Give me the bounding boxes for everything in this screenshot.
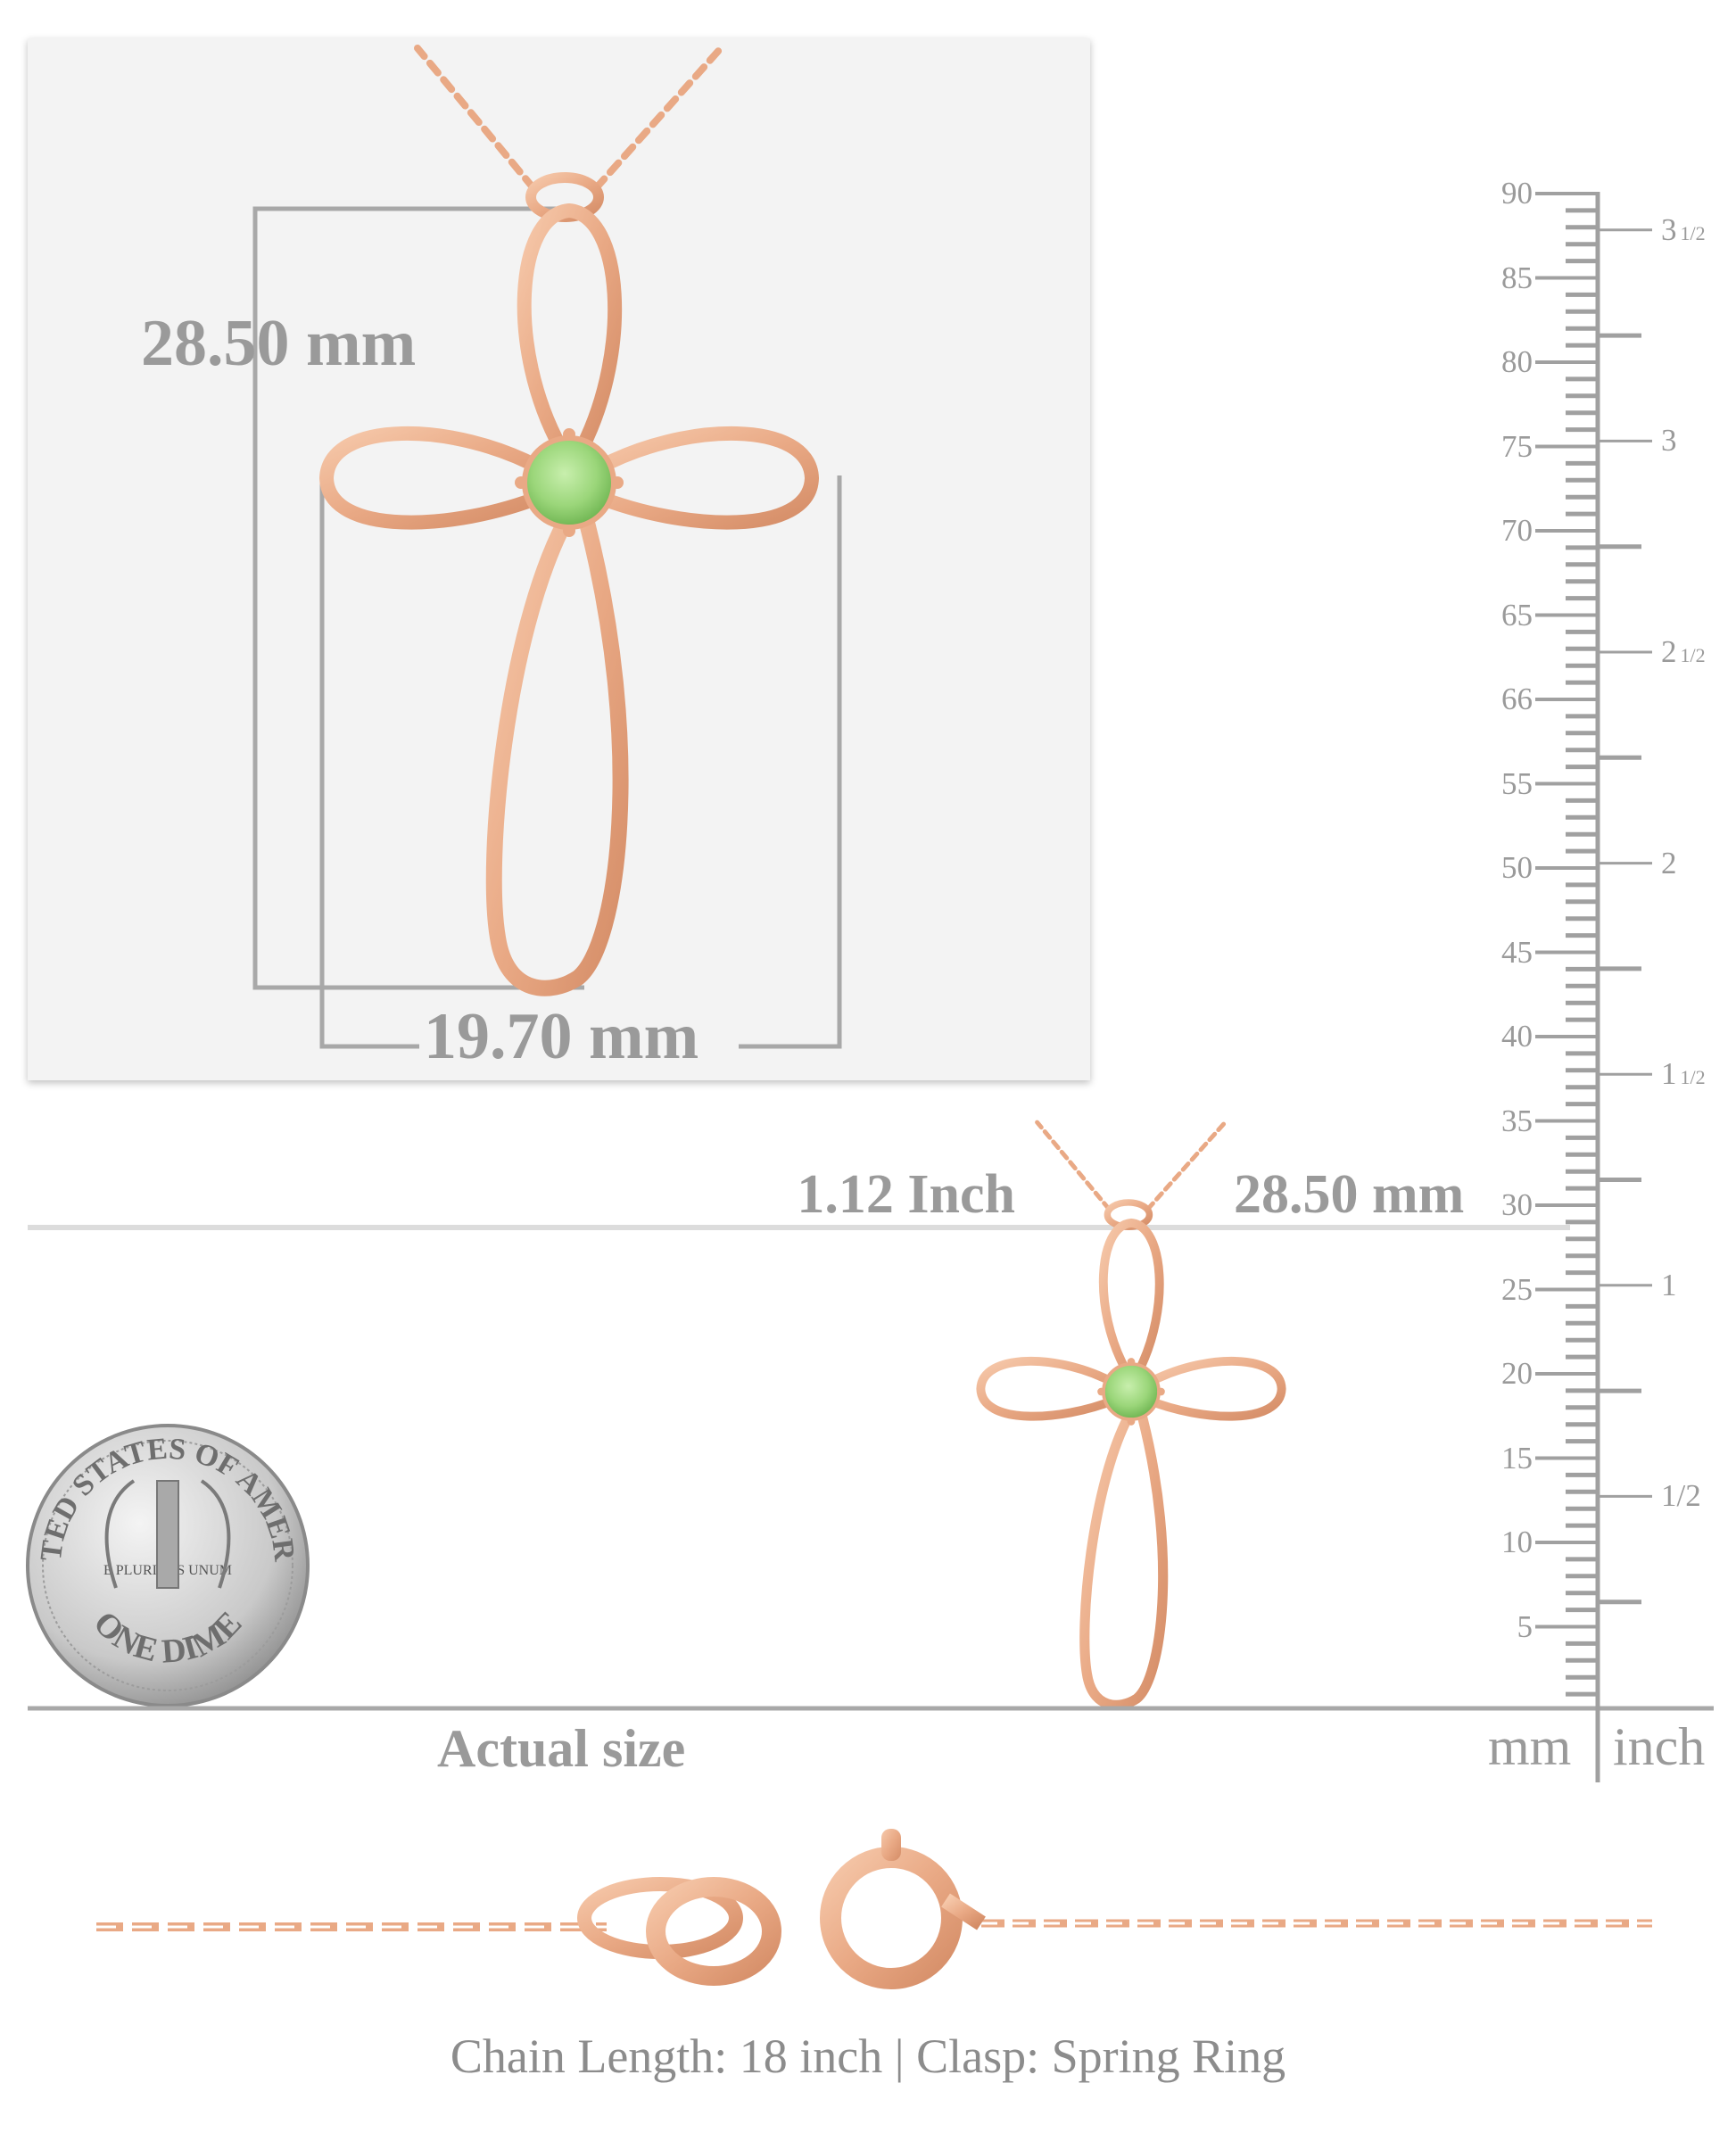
inch-label: 3 — [1661, 425, 1681, 456]
actual-height-mm-label: 28.50 mm — [1234, 1164, 1465, 1225]
mm-label: 85 — [1501, 260, 1533, 295]
mm-label: 40 — [1501, 1019, 1533, 1054]
width-dimension-bracket — [319, 475, 842, 1049]
dime-coin-image: UNITED STATES OF AMERICA ONE DIME E PLUR… — [0, 0, 310, 1707]
inch-label: 3 1/2 — [1661, 214, 1706, 245]
chain-clasp-image — [96, 1829, 1652, 1989]
inch-label-fraction: 1/2 — [1661, 1478, 1701, 1514]
mm-label: 55 — [1501, 765, 1533, 801]
detail-height-label: 28.50 mm — [141, 307, 417, 380]
actual-height-inch-label: 1.12 Inch — [797, 1164, 1015, 1225]
mm-label: 50 — [1501, 850, 1533, 885]
inch-label-whole: 1 — [1661, 1056, 1677, 1092]
mm-label: 15 — [1501, 1440, 1533, 1476]
mm-label: 45 — [1501, 934, 1533, 970]
mm-label: 30 — [1501, 1187, 1533, 1222]
mm-label: 10 — [1501, 1525, 1533, 1559]
inch-label: 2 — [1661, 847, 1681, 879]
mm-label: 5 — [1517, 1608, 1533, 1644]
inch-label-whole: 3 — [1661, 211, 1677, 247]
ruler-mm-unit: mm — [1488, 1717, 1572, 1776]
height-dimension-bracket — [252, 206, 584, 990]
inch-label: 1/2 — [1661, 1480, 1701, 1511]
inch-label-fraction: 1/2 — [1680, 1066, 1706, 1089]
ruler — [1535, 192, 1652, 1782]
actual-size-title: Actual size — [437, 1719, 686, 1778]
ruler-inch-unit: inch — [1613, 1717, 1706, 1776]
chain-caption: Chain Length: 18 inch | Clasp: Spring Ri… — [450, 2029, 1286, 2083]
mm-label: 90 — [1501, 176, 1533, 211]
mm-label: 20 — [1501, 1356, 1533, 1391]
inch-label-fraction: 1/2 — [1680, 644, 1706, 666]
inch-label-whole: 3 — [1661, 423, 1677, 459]
mm-label: 80 — [1501, 344, 1533, 379]
inch-label-whole: 1 — [1661, 1267, 1677, 1302]
inch-label: 1 1/2 — [1661, 1058, 1706, 1089]
mm-label: 25 — [1501, 1271, 1533, 1307]
pendant-large-image — [327, 48, 812, 988]
inch-label-whole: 2 — [1661, 845, 1677, 880]
mm-label: 65 — [1501, 597, 1533, 632]
mm-label: 35 — [1501, 1103, 1533, 1138]
inch-label-fraction: 1/2 — [1680, 221, 1706, 244]
mm-label: 75 — [1501, 428, 1533, 464]
detail-width-label: 19.70 mm — [424, 1000, 699, 1073]
mm-label: 66 — [1501, 682, 1533, 716]
inch-label: 1 — [1661, 1269, 1681, 1301]
mm-label: 70 — [1501, 513, 1533, 548]
inch-label-whole: 2 — [1661, 634, 1677, 669]
inch-label: 2 1/2 — [1661, 636, 1706, 667]
